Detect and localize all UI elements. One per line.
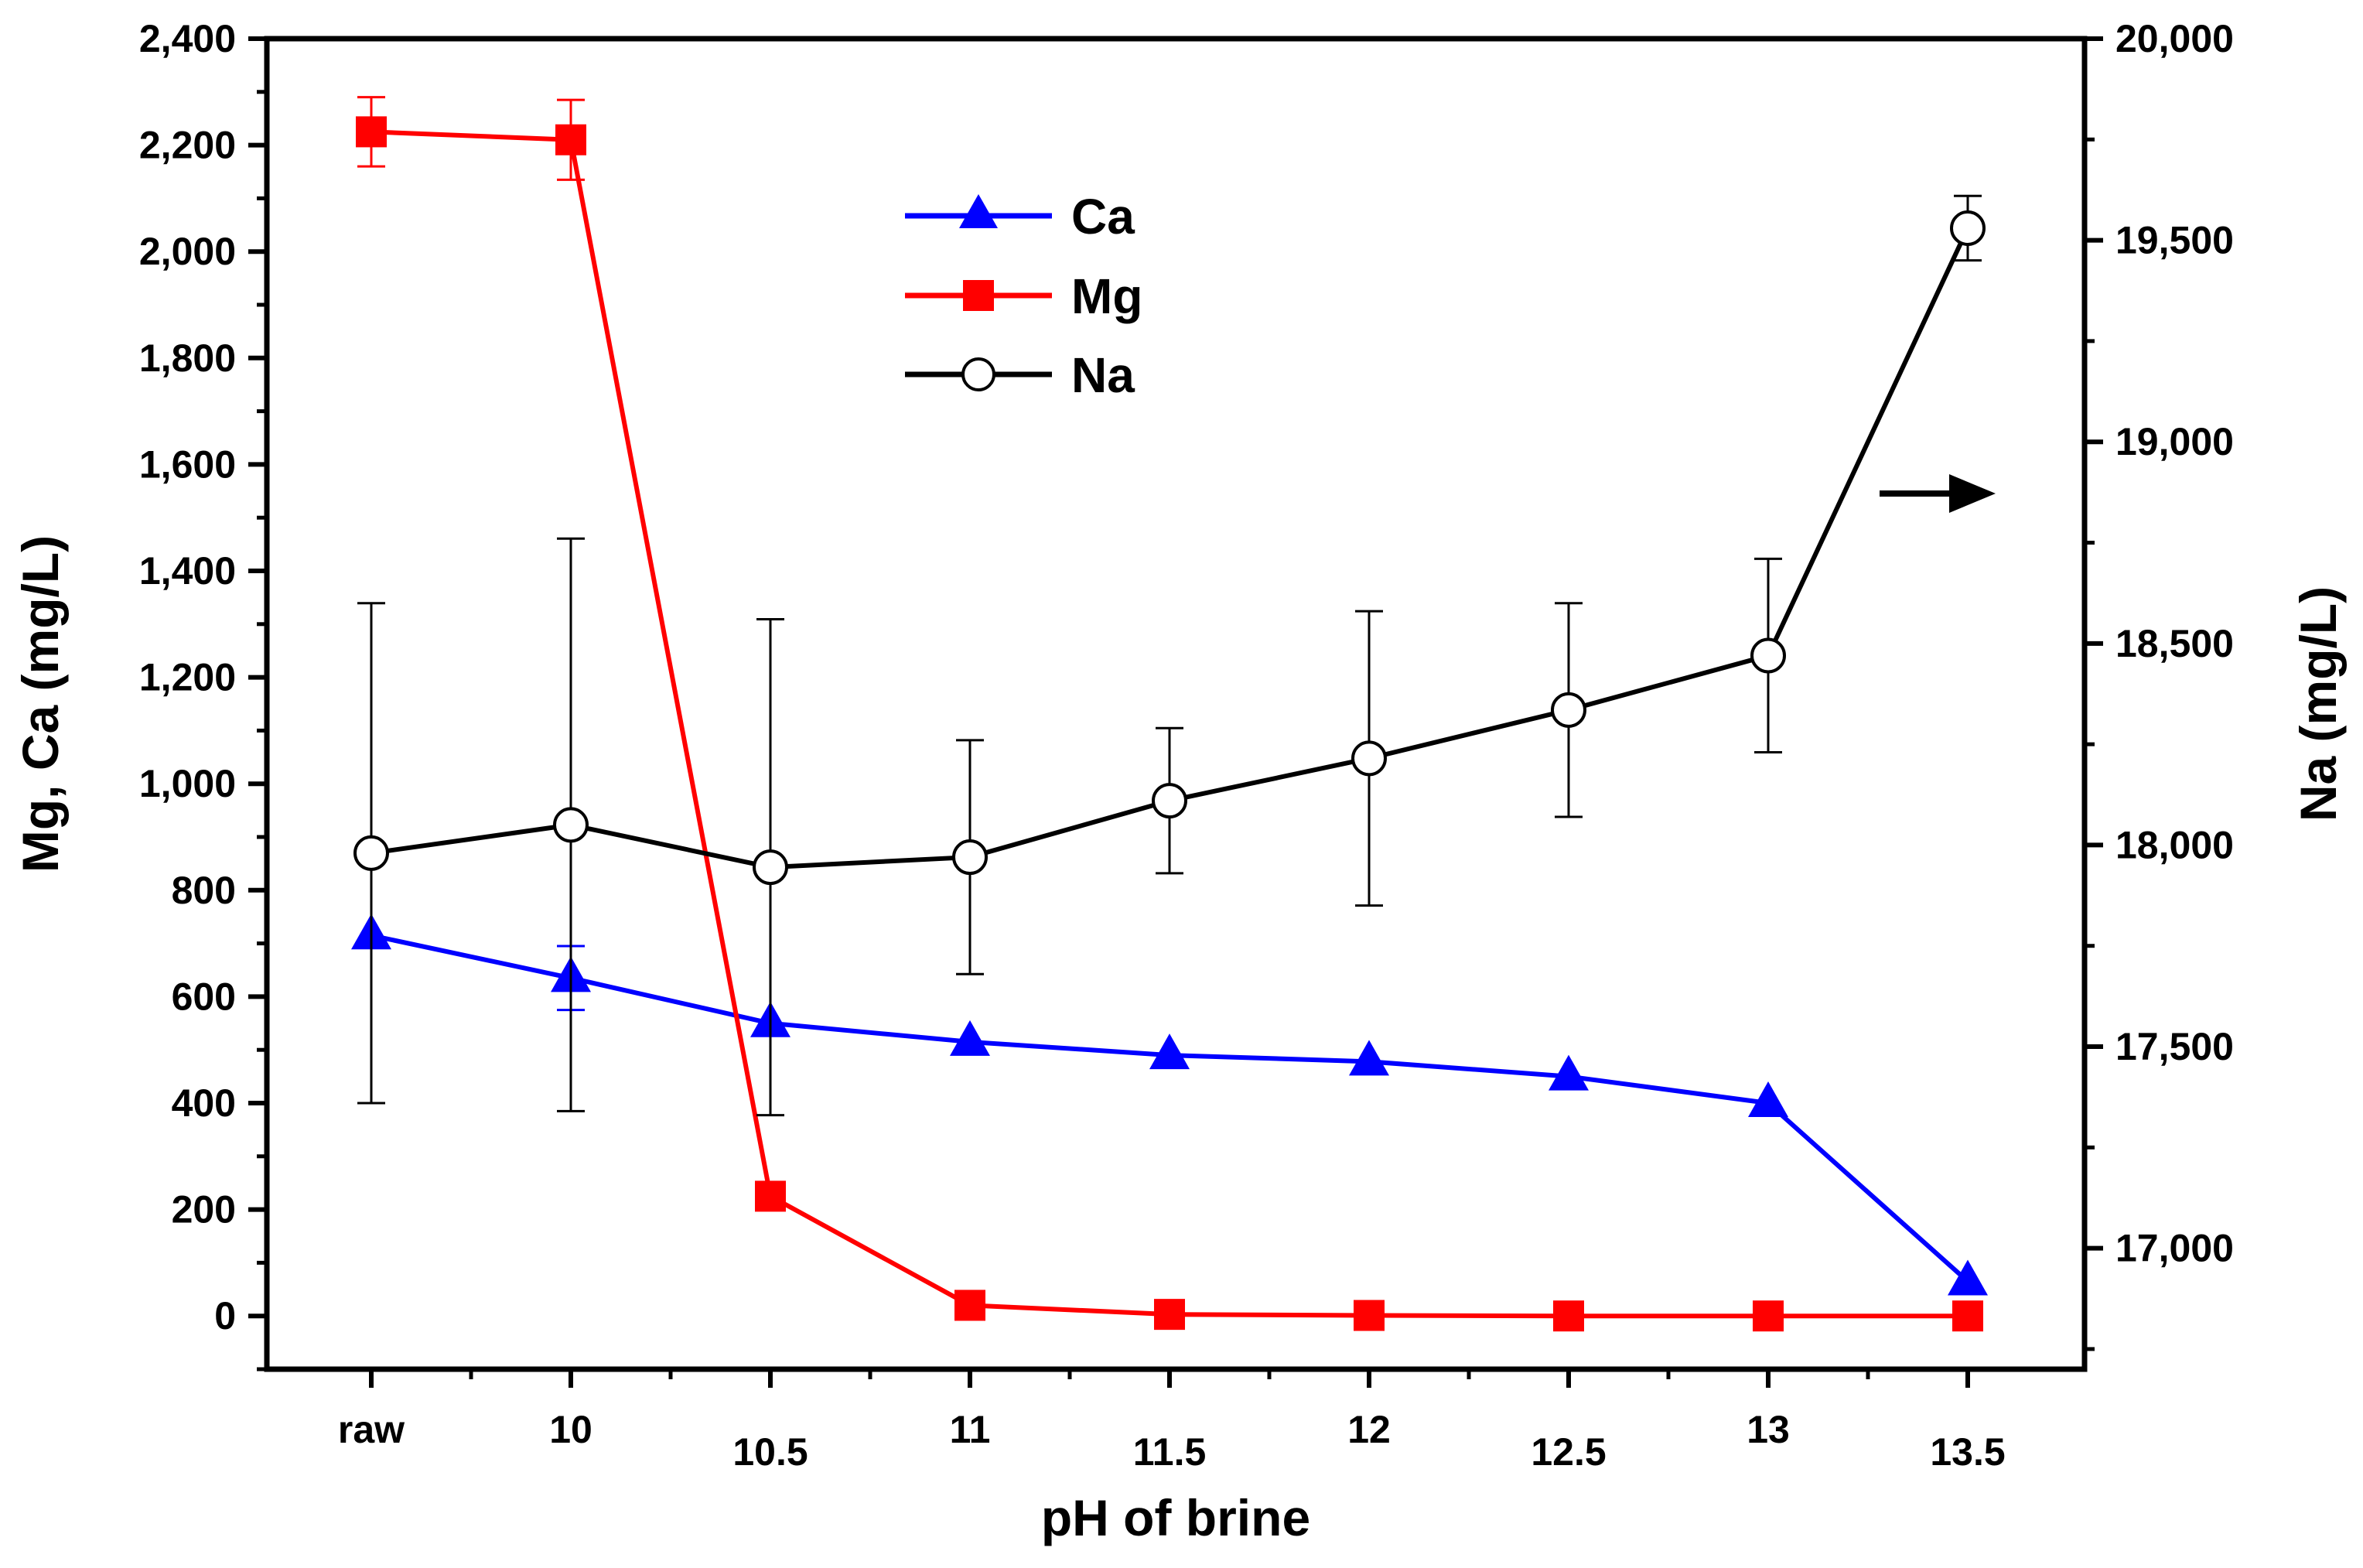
- y-right-tick-label: 18,000: [2115, 823, 2234, 866]
- x-tick-label: 10: [549, 1408, 592, 1451]
- data-point-mg: [1753, 1300, 1784, 1332]
- legend-marker-na: [961, 357, 995, 391]
- legend-marker-mg: [963, 280, 994, 311]
- y-left-tick-label: 1,400: [139, 549, 236, 593]
- data-point-ca: [1349, 1040, 1389, 1076]
- y-left-tick-label: 2,200: [139, 124, 236, 167]
- y-right-tick-label: 17,500: [2115, 1025, 2234, 1068]
- x-tick-label: raw: [338, 1408, 405, 1451]
- x-tick-label: 11.5: [1133, 1430, 1207, 1474]
- x-tick-label: 10.5: [732, 1430, 808, 1474]
- y-left-tick-label: 1,200: [139, 656, 236, 699]
- data-point-na: [1152, 783, 1187, 819]
- y-right-tick-label: 19,500: [2115, 219, 2234, 262]
- legend: Ca Mg Na: [905, 189, 1142, 403]
- y-left-tick-label: 1,600: [139, 442, 236, 486]
- axes: 0 200 400 600 800 1,000 1,200 1,400 1,600 1,800 2,…: [139, 17, 2234, 1474]
- y-left-tick-label: 1,800: [139, 336, 236, 380]
- y-left-tick-label: 400: [172, 1081, 236, 1125]
- data-point-mg: [356, 116, 387, 148]
- data-point-ca: [1948, 1259, 1988, 1296]
- y-right-tick-label: 20,000: [2115, 17, 2234, 60]
- x-tick-label: 13: [1747, 1408, 1790, 1451]
- data-point-ca: [950, 1020, 990, 1056]
- legend-label-mg: Mg: [1071, 268, 1142, 324]
- y-left-tick-label: 1,000: [139, 762, 236, 805]
- y-left-tick-label: 600: [172, 975, 236, 1018]
- data-point-ca: [1549, 1054, 1589, 1091]
- right-axis-title: Na (mg/L): [2290, 586, 2347, 822]
- x-axis-title: pH of brine: [1041, 1489, 1310, 1546]
- data-point-mg: [1952, 1300, 1983, 1332]
- x-tick-label: 12.5: [1531, 1430, 1606, 1474]
- x-tick-label: 11: [950, 1408, 991, 1451]
- x-tick-label: 12: [1347, 1408, 1391, 1451]
- data-point-mg: [555, 124, 586, 155]
- data-point-mg: [755, 1180, 786, 1212]
- data-point-na: [1950, 210, 1986, 246]
- y-left-tick-label: 200: [172, 1188, 236, 1232]
- right-axis-arrow: [1880, 474, 1996, 513]
- data-point-na: [952, 839, 988, 876]
- data-point-ca: [1748, 1081, 1788, 1117]
- arrow-head: [1949, 474, 1996, 513]
- y-right-tick-label: 17,000: [2115, 1227, 2234, 1270]
- plot-frame: [264, 36, 2088, 1372]
- data-point-na: [553, 807, 589, 843]
- legend-marker-ca: [959, 194, 998, 228]
- data-point-ca: [1149, 1033, 1190, 1070]
- left-axis-title: Mg, Ca (mg/L): [12, 535, 69, 873]
- y-left-tick-label: 2,000: [139, 230, 236, 273]
- legend-label-na: Na: [1071, 347, 1135, 403]
- data-point-na: [753, 849, 788, 886]
- y-left-tick-label: 2,400: [139, 17, 236, 60]
- data-point-na: [1351, 740, 1387, 777]
- y-right-tick-label: 19,000: [2115, 420, 2234, 463]
- data-point-na: [353, 835, 389, 871]
- data-point-na: [1551, 692, 1586, 728]
- data-point-mg: [1354, 1300, 1385, 1331]
- plot-marks: [351, 96, 1988, 1332]
- x-tick-label: 13.5: [1930, 1430, 2005, 1474]
- y-left-tick-label: 800: [172, 869, 236, 912]
- y-left-tick-label: 0: [214, 1294, 236, 1337]
- legend-label-ca: Ca: [1071, 189, 1135, 244]
- data-point-mg: [1154, 1299, 1185, 1331]
- data-point-mg: [1553, 1300, 1584, 1332]
- y-right-tick-label: 18,500: [2115, 622, 2234, 665]
- data-point-mg: [954, 1290, 985, 1321]
- data-point-na: [1750, 637, 1786, 674]
